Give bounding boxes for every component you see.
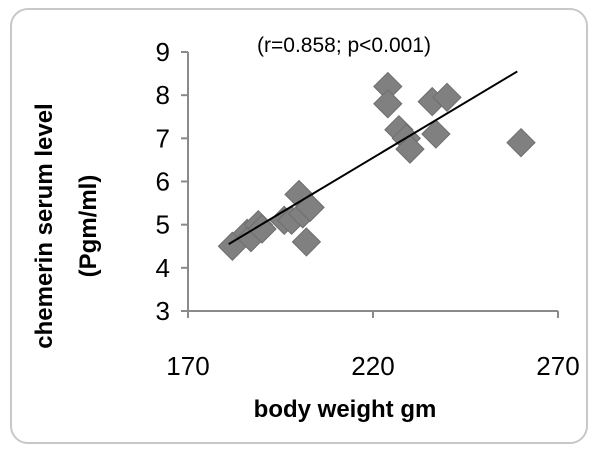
data-point [395, 134, 425, 164]
correlation-annotation: (r=0.858; p<0.001) [257, 34, 431, 57]
x-tick-label: 170 [166, 351, 209, 381]
y-tick-label: 5 [156, 210, 170, 240]
x-tick-label: 220 [351, 351, 394, 381]
y-axis-title-line2: (Pgm/ml) [75, 175, 102, 278]
y-tick-label: 4 [156, 253, 170, 283]
y-tick-labels: 3 4 5 6 7 8 9 [156, 37, 170, 326]
data-point [421, 119, 451, 149]
data-point [291, 227, 322, 257]
y-axis-title-line1: chemerin serum level [31, 103, 58, 348]
y-tick-label: 9 [156, 37, 170, 67]
axes [181, 51, 559, 318]
y-tick-label: 7 [156, 123, 170, 153]
data-point [247, 214, 277, 244]
x-tick-label: 270 [536, 351, 579, 381]
data-point [373, 89, 403, 119]
y-tick-label: 8 [156, 80, 170, 110]
x-axis-title: body weight gm [254, 396, 437, 423]
data-point [432, 82, 462, 113]
y-tick-label: 6 [156, 167, 170, 197]
data-point [506, 127, 536, 158]
x-tick-labels: 170 220 270 [166, 351, 579, 381]
y-tick-label: 3 [156, 296, 170, 326]
trendline [228, 70, 518, 245]
data-points [217, 71, 536, 261]
